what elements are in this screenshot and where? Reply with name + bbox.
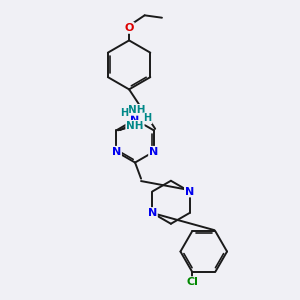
Text: N: N <box>185 187 194 196</box>
Text: Cl: Cl <box>186 277 198 287</box>
Text: H: H <box>120 108 128 118</box>
Text: N: N <box>130 115 140 124</box>
Text: H: H <box>143 113 152 123</box>
Text: N: N <box>112 147 121 157</box>
Text: NH: NH <box>126 121 144 131</box>
Text: N: N <box>148 208 157 218</box>
Text: NH: NH <box>128 105 146 115</box>
Text: O: O <box>124 23 134 33</box>
Text: N: N <box>149 147 158 157</box>
